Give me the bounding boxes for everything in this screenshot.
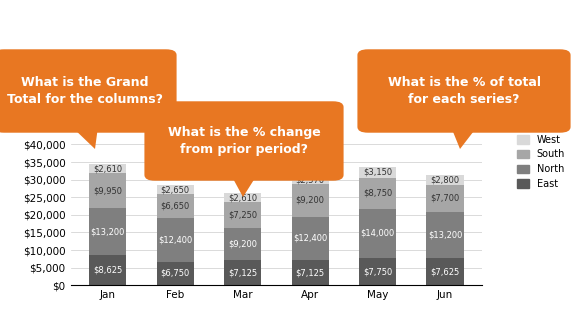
Bar (426, 185, 463, 212)
Bar (359, 178, 396, 209)
Text: $9,200: $9,200 (228, 240, 257, 249)
Text: $9,950: $9,950 (93, 186, 122, 195)
Text: $2,650: $2,650 (161, 185, 190, 194)
Text: $7,625: $7,625 (430, 267, 460, 276)
Text: $8,625: $8,625 (93, 266, 122, 275)
Bar (89, 173, 126, 209)
Bar (426, 212, 463, 258)
Bar (156, 185, 193, 194)
Bar (426, 258, 463, 285)
Bar (224, 260, 261, 285)
Bar (224, 228, 261, 260)
Text: $7,700: $7,700 (430, 194, 460, 203)
Bar (156, 262, 193, 285)
Text: $2,610: $2,610 (228, 193, 257, 202)
Bar (156, 218, 193, 262)
Text: $2,610: $2,610 (93, 164, 122, 173)
Legend: West, South, North, East: West, South, North, East (514, 132, 568, 192)
Bar (89, 164, 126, 173)
Text: What is the % of total
for each series?: What is the % of total for each series? (387, 76, 540, 106)
Text: $13,200: $13,200 (428, 231, 462, 240)
Bar (359, 258, 396, 285)
Bar (224, 202, 261, 228)
Text: $12,400: $12,400 (158, 235, 192, 244)
Title: Sales by Region: Sales by Region (226, 111, 326, 124)
Text: What is the Grand
Total for the columns?: What is the Grand Total for the columns? (7, 76, 163, 106)
Text: $12,400: $12,400 (293, 234, 328, 243)
Bar (359, 167, 396, 178)
Text: $6,750: $6,750 (161, 269, 190, 278)
Bar (156, 194, 193, 218)
Text: $6,650: $6,650 (161, 202, 190, 210)
Text: $7,250: $7,250 (228, 210, 257, 220)
Text: $7,125: $7,125 (228, 268, 257, 277)
Bar (359, 209, 396, 258)
Text: $14,000: $14,000 (360, 229, 395, 238)
Text: $2,800: $2,800 (430, 175, 460, 184)
Bar (89, 209, 126, 255)
Text: $7,750: $7,750 (363, 267, 392, 276)
Bar (224, 193, 261, 202)
Bar (89, 255, 126, 285)
Bar (292, 217, 329, 260)
Text: $8,750: $8,750 (363, 189, 392, 198)
Text: $13,200: $13,200 (91, 227, 125, 236)
Bar (292, 260, 329, 285)
Text: $3,150: $3,150 (363, 168, 392, 177)
Bar (426, 175, 463, 185)
Bar (292, 175, 329, 184)
Text: $2,570: $2,570 (296, 175, 325, 184)
Text: $9,200: $9,200 (296, 196, 325, 205)
Text: What is the % change
from prior period?: What is the % change from prior period? (168, 126, 320, 156)
Text: $7,125: $7,125 (296, 268, 325, 277)
Bar (292, 184, 329, 217)
